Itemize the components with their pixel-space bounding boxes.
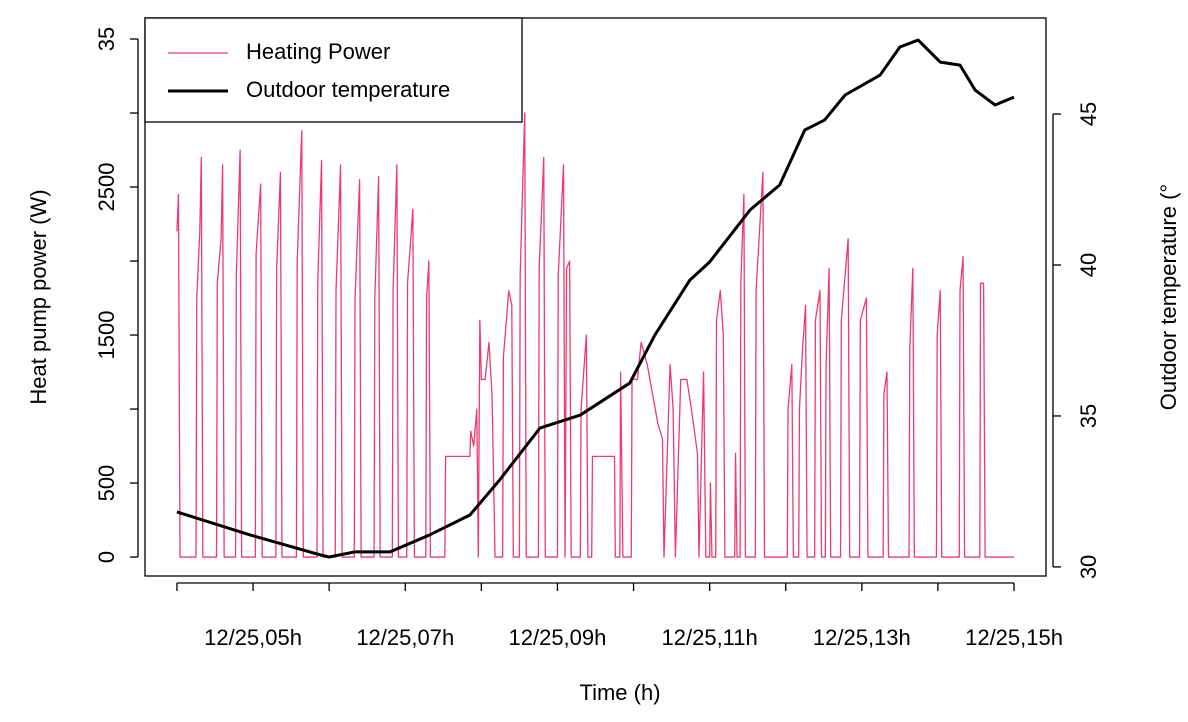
series-line <box>176 38 1015 559</box>
x-tick-label: 12/25,09h <box>509 625 607 650</box>
legend-label: Heating Power <box>246 39 390 64</box>
x-tick-label: 12/25,07h <box>356 625 454 650</box>
legend-label: Outdoor temperature <box>246 77 450 102</box>
x-axis-title: Time (h) <box>579 680 660 705</box>
x-tick-label: 12/25,11h <box>662 625 758 650</box>
y2-tick-label: 35 <box>1076 404 1101 428</box>
y-tick-label: 0 <box>94 551 119 563</box>
y2-axis-title: Outdoor temperature (° <box>1156 184 1181 410</box>
y-axis-title: Heat pump power (W) <box>26 189 51 404</box>
y2-tick-label: 40 <box>1076 253 1101 277</box>
y-tick-label: 1500 <box>94 311 119 360</box>
x-tick-label: 12/25,13h <box>813 625 911 650</box>
y2-tick-label: 30 <box>1076 555 1101 579</box>
legend-box <box>144 17 523 123</box>
x-tick-label: 12/25,05h <box>204 625 302 650</box>
y-tick-label: 2500 <box>94 163 119 212</box>
plot-frame <box>144 17 1047 577</box>
y-tick-label: 35 <box>94 27 119 51</box>
x-tick-label: 12/25,15h <box>965 625 1063 650</box>
y2-tick-label: 45 <box>1076 102 1101 126</box>
y-tick-label: 500 <box>94 465 119 502</box>
series-line <box>176 112 1015 558</box>
